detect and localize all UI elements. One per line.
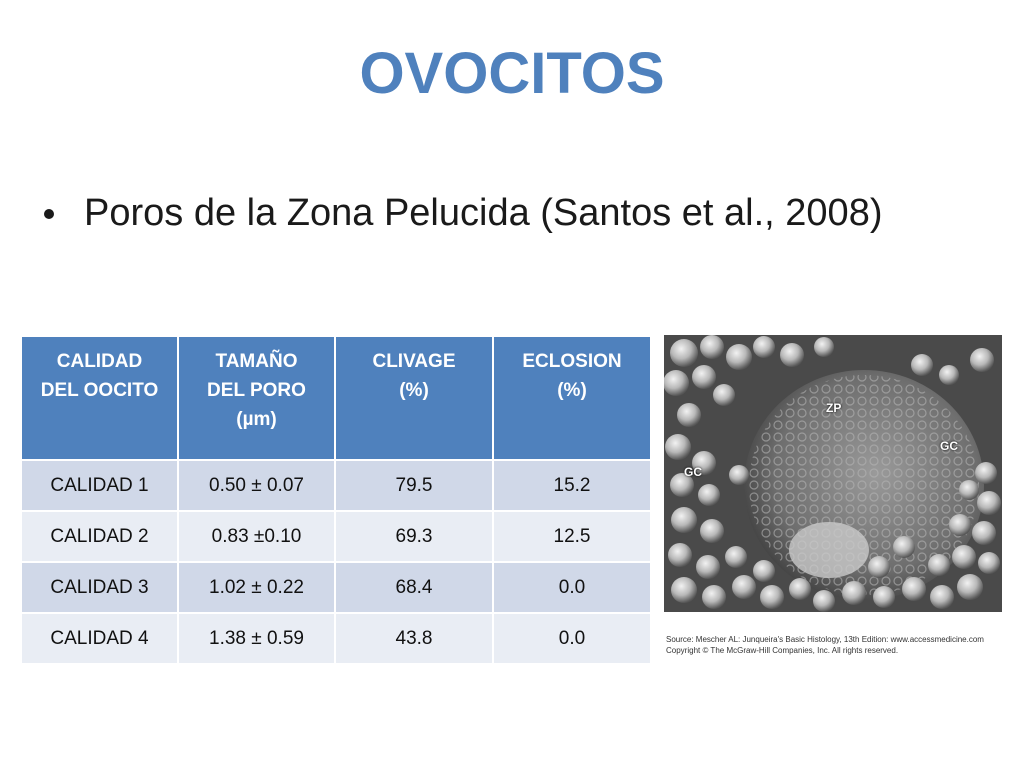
table-cell: CALIDAD 1 <box>20 459 179 512</box>
bullet-text: Poros de la Zona Pelucida (Santos et al.… <box>84 192 883 234</box>
table-cell: CALIDAD 3 <box>20 561 179 614</box>
table-cell: 12.5 <box>492 510 652 563</box>
label-zp: ZP <box>826 401 842 415</box>
micrograph-image <box>664 335 1002 612</box>
header-tamano: TAMAÑO DEL PORO (µm) <box>177 335 336 461</box>
table-header-row: CALIDAD DEL OOCITO TAMAÑO DEL PORO (µm) … <box>20 335 652 461</box>
bullet-item: Poros de la Zona Pelucida (Santos et al.… <box>44 192 882 235</box>
header-calidad: CALIDAD DEL OOCITO <box>20 335 179 461</box>
image-caption: Source: Mescher AL: Junqueira's Basic Hi… <box>666 634 1006 656</box>
slide-title: OVOCITOS <box>359 41 665 106</box>
table-cell: 69.3 <box>334 510 494 563</box>
table-row: CALIDAD 3 1.02 ± 0.22 68.4 0.0 <box>20 561 652 614</box>
label-gc-left: GC <box>684 465 702 479</box>
caption-copyright: Copyright © The McGraw-Hill Companies, I… <box>666 646 899 655</box>
table-cell: 68.4 <box>334 561 494 614</box>
table-cell: 1.38 ± 0.59 <box>177 612 336 665</box>
table-cell: 0.50 ± 0.07 <box>177 459 336 512</box>
table-cell: 43.8 <box>334 612 494 665</box>
table-row: CALIDAD 1 0.50 ± 0.07 79.5 15.2 <box>20 459 652 512</box>
header-eclosion: ECLOSION (%) <box>492 335 652 461</box>
table-cell: CALIDAD 4 <box>20 612 179 665</box>
bullet-dot-icon <box>44 208 54 219</box>
table-cell: CALIDAD 2 <box>20 510 179 563</box>
oocyte-quality-table: CALIDAD DEL OOCITO TAMAÑO DEL PORO (µm) … <box>20 335 652 665</box>
header-clivage: CLIVAGE (%) <box>334 335 494 461</box>
caption-source: Source: Mescher AL: Junqueira's Basic Hi… <box>666 635 984 644</box>
table-cell: 0.0 <box>492 612 652 665</box>
table-cell: 79.5 <box>334 459 494 512</box>
table-row: CALIDAD 2 0.83 ±0.10 69.3 12.5 <box>20 510 652 563</box>
table-cell: 15.2 <box>492 459 652 512</box>
table-cell: 1.02 ± 0.22 <box>177 561 336 614</box>
table-cell: 0.83 ±0.10 <box>177 510 336 563</box>
label-gc-right: GC <box>940 439 958 453</box>
table-row: CALIDAD 4 1.38 ± 0.59 43.8 0.0 <box>20 612 652 665</box>
sem-micrograph: ZP GC GC <box>664 335 1002 612</box>
table-cell: 0.0 <box>492 561 652 614</box>
